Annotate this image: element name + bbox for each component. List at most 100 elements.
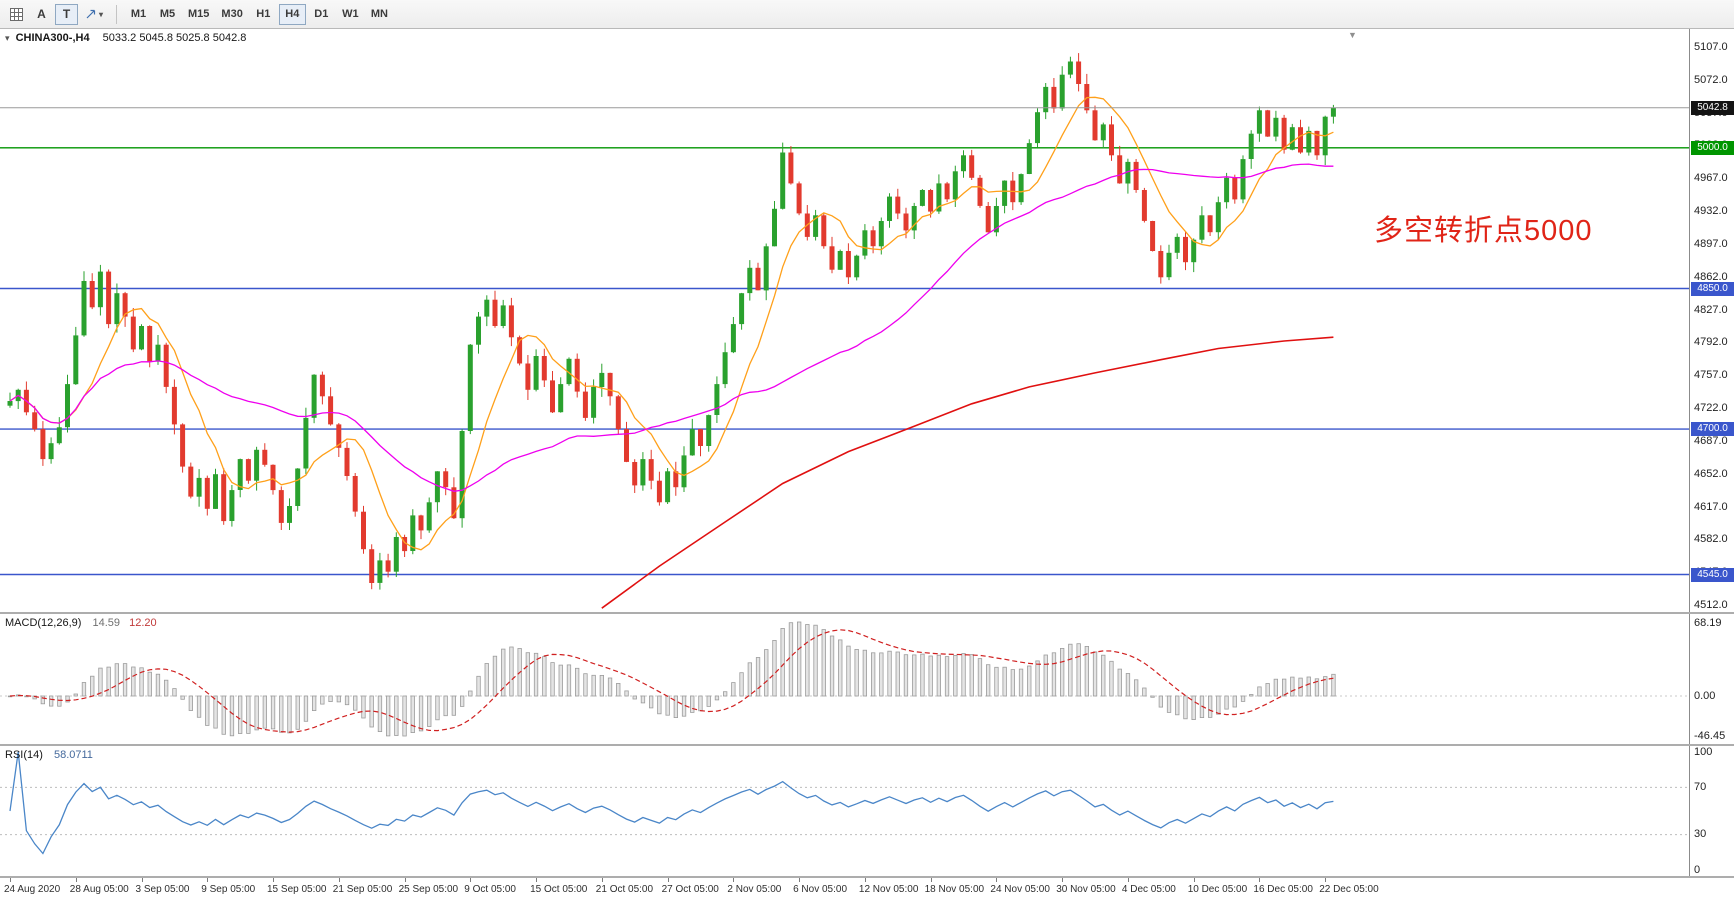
macd-main-value: 14.59 [92,617,121,629]
toolbar: A T ▾ M1 M5 M15 M30 H1 H4 D1 W1 MN [0,0,1734,29]
timeframe-group: M1 M5 M15 M30 H1 H4 D1 W1 MN [124,3,394,25]
timeframe-button-m5[interactable]: M5 [154,4,181,25]
rsi-plot[interactable] [0,746,1689,876]
rsi-info-line: RSI(14) 58.0711 [5,749,93,761]
toolbar-separator [116,4,118,24]
macd-signal-value: 12.20 [129,617,157,629]
time-axis-label: 10 Dec 05:00 [1187,884,1248,895]
time-axis-tick [536,878,538,882]
ma-slow-line [601,336,1334,609]
symbol-period-label: CHINA300-,H4 [15,32,90,44]
timeframe-button-w1[interactable]: W1 [337,4,364,25]
time-axis-label: 9 Sep 05:00 [201,884,256,895]
price-axis-label: 70 [1694,780,1707,793]
time-axis-label: 22 Dec 05:00 [1319,884,1379,895]
time-axis-tick [404,878,406,882]
rsi-label: RSI(14) [5,749,43,761]
price-axis-label: 4967.0 [1694,172,1728,185]
price-axis-label: 4897.0 [1694,237,1728,250]
rsi-panel[interactable]: RSI(14) 58.0711 [0,746,1689,876]
price-line-badge: 5042.8 [1691,100,1734,115]
macd-panel[interactable]: MACD(12,26,9) 14.59 12.20 [0,614,1689,744]
time-axis[interactable]: 24 Aug 2020 28 Aug 05:00 3 Sep 05:00 9 Sep … [0,878,1689,897]
time-axis-tick [141,878,143,882]
time-axis-tick [1193,878,1195,882]
time-axis-tick [1325,878,1327,882]
grid-tool-button[interactable] [5,4,28,25]
time-axis-label: 6 Nov 05:00 [793,884,848,895]
price-axis[interactable]: 5107.05072.05037.05002.04967.04932.04897… [1689,29,1734,876]
timeframe-button-h1[interactable]: H1 [250,4,277,25]
time-axis-tick [601,878,603,882]
time-axis-label: 24 Nov 05:00 [990,884,1050,895]
panel-separator[interactable] [0,876,1734,878]
time-axis-label: 15 Sep 05:00 [267,884,327,895]
time-axis-tick [207,878,209,882]
price-chart-plot[interactable] [0,29,1689,612]
time-axis-tick [864,878,866,882]
price-line-badge: 4545.0 [1691,567,1734,582]
price-axis-label: 5072.0 [1694,73,1728,86]
price-axis-label: 4617.0 [1694,500,1728,513]
time-axis-label: 18 Nov 05:00 [924,884,985,895]
time-axis-tick [667,878,669,882]
chevron-down-icon: ▾ [99,9,104,19]
price-line-badge: 4700.0 [1691,422,1734,437]
macd-label: MACD(12,26,9) [5,617,82,629]
chart-annotation-text[interactable]: 多空转折点5000 [1374,215,1593,247]
horizontal-level-lines [0,147,1689,576]
time-axis-label: 21 Oct 05:00 [595,884,654,895]
ma-medium-line [9,163,1334,492]
ma-fast-line [9,96,1334,551]
price-axis-label: -46.45 [1694,730,1726,742]
autoscroll-marker-icon[interactable]: ▼ [1348,30,1357,40]
timeframe-button-mn[interactable]: MN [366,4,393,25]
timeframe-button-m30[interactable]: M30 [216,4,247,25]
ohlc-values: 5033.2 5045.8 5025.8 5042.8 [102,32,247,44]
time-axis-tick [273,878,274,882]
time-axis-label: 30 Nov 05:00 [1056,884,1116,895]
time-axis-tick [470,878,472,882]
panel-separator[interactable] [0,744,1734,746]
time-axis-tick [1127,878,1129,882]
text-tool-button[interactable]: T [55,3,78,25]
macd-plot[interactable] [0,614,1689,744]
time-axis-label: 15 Oct 05:00 [530,884,588,895]
time-axis-label: 12 Nov 05:00 [858,884,919,895]
rsi-line [9,751,1334,855]
time-axis-label: 21 Sep 05:00 [332,884,393,895]
chart-expand-icon[interactable]: ▾ [5,33,10,43]
panel-separator[interactable] [0,612,1734,614]
time-axis-tick [75,878,77,882]
time-axis-label: 16 Dec 05:00 [1253,884,1313,895]
time-axis-tick [10,878,11,882]
price-axis-label: 4512.0 [1694,598,1728,611]
time-axis-tick [1259,878,1261,882]
time-axis-label: 4 Dec 05:00 [1121,884,1176,895]
time-axis-label: 3 Sep 05:00 [135,884,190,895]
price-axis-label: 4757.0 [1694,369,1728,382]
timeframe-button-d1[interactable]: D1 [308,4,335,25]
price-axis-label: 0.00 [1694,689,1716,702]
price-line-badge: 4850.0 [1691,281,1734,296]
price-axis-label: 4827.0 [1694,303,1728,316]
time-axis-tick [338,878,340,882]
price-axis-label: 5107.0 [1694,41,1728,53]
chart-info-line: ▾ CHINA300-,H4 5033.2 5045.8 5025.8 5042… [5,32,246,44]
candlesticks [7,53,1336,590]
timeframe-button-h4[interactable]: H4 [278,3,306,25]
timeframe-button-m1[interactable]: M1 [125,4,152,25]
time-axis-label: 28 Aug 05:00 [69,884,129,895]
price-axis-label: 0 [1694,863,1701,876]
arrow-tool-a-button[interactable]: A [30,4,53,25]
draw-tools-dropdown-button[interactable]: ▾ [80,4,108,25]
price-axis-label: 68.19 [1694,617,1722,629]
rsi-value: 58.0711 [53,749,93,761]
timeframe-button-m15[interactable]: M15 [183,4,214,25]
trendline-arrow-icon [86,9,96,19]
price-axis-label: 4932.0 [1694,205,1728,218]
time-axis-label: 2 Nov 05:00 [727,884,782,895]
macd-signal-line [9,629,1334,733]
main-chart-panel[interactable]: ▾ CHINA300-,H4 5033.2 5045.8 5025.8 5042… [0,29,1689,612]
time-axis-label: 25 Sep 05:00 [398,884,459,895]
